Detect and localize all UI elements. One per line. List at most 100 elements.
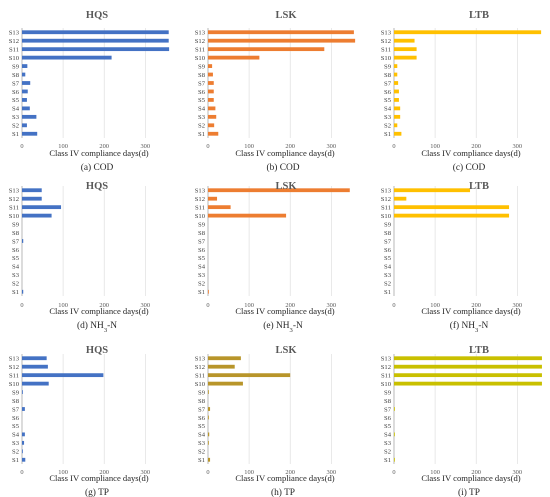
bar-s1	[22, 457, 26, 462]
category-label: S8	[384, 398, 392, 405]
bar-s8	[394, 72, 398, 77]
category-label: S6	[198, 247, 206, 254]
category-label: S2	[198, 281, 205, 288]
category-label: S6	[12, 247, 20, 254]
category-label: S4	[384, 432, 392, 439]
category-label: S5	[198, 255, 206, 262]
x-tick-label: 100	[430, 143, 440, 150]
bar-s13	[394, 30, 542, 35]
category-label: S13	[9, 356, 20, 363]
bar-s11	[208, 373, 291, 378]
chart-title: LSK	[275, 181, 297, 192]
bar-s3	[208, 114, 217, 119]
bar-s10	[22, 55, 112, 60]
x-tick-label: 300	[512, 302, 522, 309]
x-tick-label: 0	[206, 469, 209, 476]
category-label: S3	[384, 440, 392, 447]
category-label: S10	[381, 213, 392, 220]
bar-s8	[22, 72, 26, 77]
category-label: S8	[198, 398, 206, 405]
category-label: S5	[384, 97, 392, 104]
x-axis-label: Class IV compliance days(d)	[421, 473, 520, 483]
bar-s12	[22, 196, 42, 201]
category-label: S13	[9, 30, 20, 37]
x-tick-label: 0	[20, 143, 23, 150]
category-label: S5	[198, 423, 206, 430]
category-label: S12	[9, 38, 19, 45]
category-label: S9	[384, 221, 392, 228]
chart-title: LSK	[275, 345, 297, 356]
bar-s1	[208, 289, 209, 294]
x-tick-label: 0	[392, 469, 395, 476]
bar-s6	[22, 89, 28, 94]
category-label: S10	[195, 55, 206, 62]
bar-s7	[394, 81, 399, 85]
category-label: S12	[9, 196, 19, 203]
bar-s7	[22, 81, 31, 85]
bar-s1	[208, 457, 211, 462]
x-tick-label: 100	[58, 302, 68, 309]
category-label: S7	[384, 238, 392, 245]
category-label: S6	[198, 415, 206, 422]
chart-title: LSK	[275, 10, 297, 21]
x-tick-label: 300	[140, 469, 150, 476]
category-label: S11	[381, 46, 391, 53]
category-label: S7	[384, 80, 392, 87]
category-label: S6	[384, 89, 392, 96]
bar-s12	[394, 196, 407, 201]
category-label: S4	[198, 264, 206, 271]
category-label: S10	[381, 55, 392, 62]
x-tick-label: 100	[58, 469, 68, 476]
x-axis-label: Class IV compliance days(d)	[49, 148, 148, 158]
x-tick-label: 300	[326, 143, 336, 150]
category-label: S4	[384, 264, 392, 271]
bar-s1	[394, 131, 402, 136]
x-tick-label: 200	[471, 302, 481, 309]
category-label: S9	[198, 389, 206, 396]
x-tick-label: 100	[244, 469, 254, 476]
category-label: S2	[384, 123, 391, 130]
x-tick-label: 0	[206, 143, 209, 150]
category-label: S3	[384, 272, 392, 279]
category-label: S5	[198, 97, 206, 104]
x-axis-label: Class IV compliance days(d)	[49, 306, 148, 316]
bar-s6	[208, 89, 214, 94]
x-tick-label: 200	[471, 143, 481, 150]
category-label: S12	[9, 364, 19, 371]
bar-s9	[208, 390, 209, 394]
category-label: S7	[198, 406, 206, 413]
category-label: S7	[198, 80, 206, 87]
x-tick-label: 200	[285, 469, 295, 476]
bar-s10	[208, 55, 260, 60]
category-label: S5	[12, 423, 20, 430]
bar-s11	[394, 47, 417, 52]
category-label: S7	[12, 238, 20, 245]
bar-s11	[394, 205, 510, 210]
category-label: S1	[384, 457, 391, 464]
bar-s13	[208, 356, 241, 361]
category-label: S12	[195, 364, 205, 371]
bar-s12	[208, 364, 235, 369]
category-label: S10	[9, 55, 20, 62]
category-label: S12	[381, 196, 391, 203]
category-label: S8	[198, 230, 206, 237]
chart-title: HQS	[86, 10, 108, 21]
bar-s10	[22, 381, 49, 386]
x-tick-label: 200	[99, 143, 109, 150]
category-label: S10	[9, 213, 20, 220]
chart-caption: (g) TP	[85, 487, 109, 497]
category-label: S11	[381, 204, 391, 211]
category-label: S2	[12, 449, 19, 456]
category-label: S13	[195, 30, 206, 37]
bar-s13	[208, 30, 354, 35]
category-label: S8	[384, 72, 392, 79]
bar-s3	[394, 114, 401, 119]
category-label: S4	[198, 106, 206, 113]
bar-s4	[22, 106, 30, 111]
category-label: S10	[195, 381, 206, 388]
category-label: S9	[12, 221, 20, 228]
x-axis-label: Class IV compliance days(d)	[421, 148, 520, 158]
